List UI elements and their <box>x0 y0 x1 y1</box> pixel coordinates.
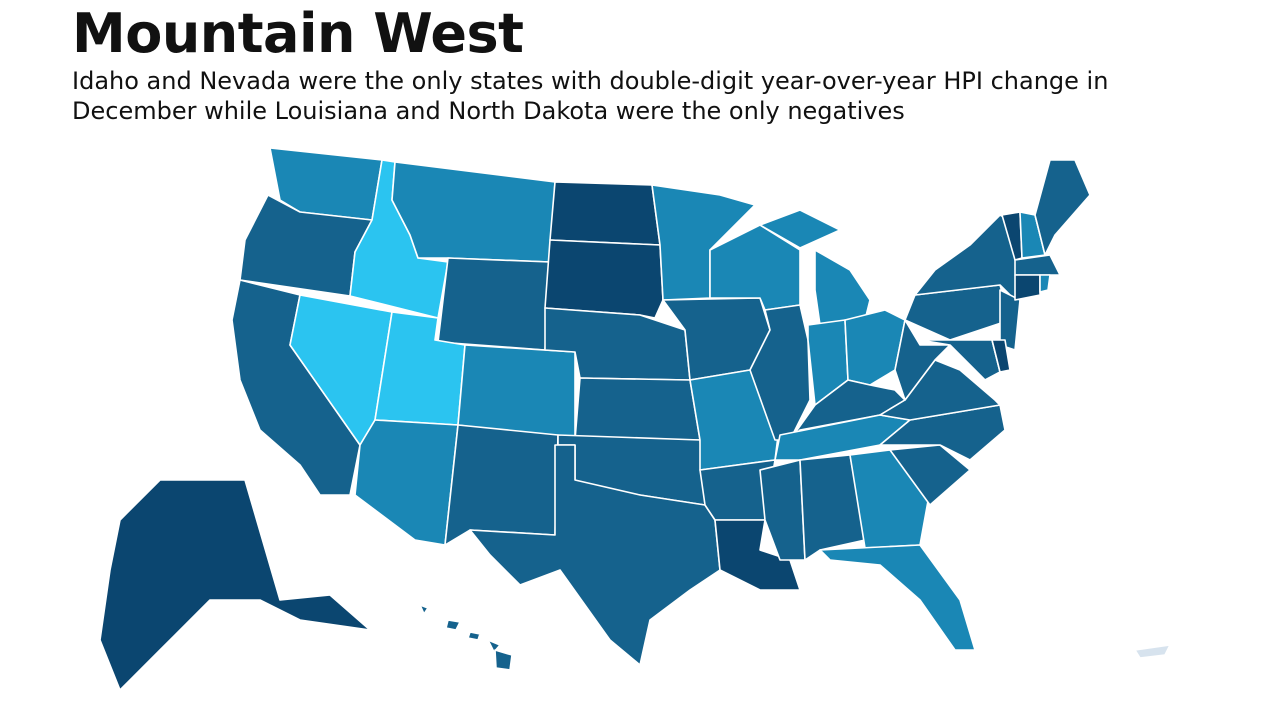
state <box>889 444 971 506</box>
state <box>1014 254 1061 276</box>
state <box>919 339 1001 381</box>
island <box>487 639 501 653</box>
state <box>714 519 801 591</box>
state <box>444 424 559 546</box>
island <box>419 604 429 615</box>
state <box>457 344 576 441</box>
state <box>1014 274 1041 301</box>
state <box>799 454 866 561</box>
state <box>819 544 976 651</box>
state <box>437 257 551 351</box>
state <box>99 479 371 691</box>
state <box>544 239 664 319</box>
subtitle: Idaho and Nevada were the only states wi… <box>72 67 1109 125</box>
state <box>759 209 841 249</box>
title: Mountain West <box>72 2 524 65</box>
state <box>991 339 1011 373</box>
state <box>1034 159 1091 256</box>
state <box>574 377 701 441</box>
island <box>467 631 481 641</box>
state <box>391 161 556 263</box>
island <box>494 649 513 671</box>
state <box>999 289 1021 351</box>
state <box>914 214 1021 301</box>
state <box>759 459 806 561</box>
territory <box>1134 644 1171 659</box>
state <box>1039 274 1051 293</box>
state <box>549 181 661 246</box>
island <box>445 619 461 631</box>
state <box>469 444 721 666</box>
state <box>814 249 871 326</box>
state <box>354 419 459 546</box>
